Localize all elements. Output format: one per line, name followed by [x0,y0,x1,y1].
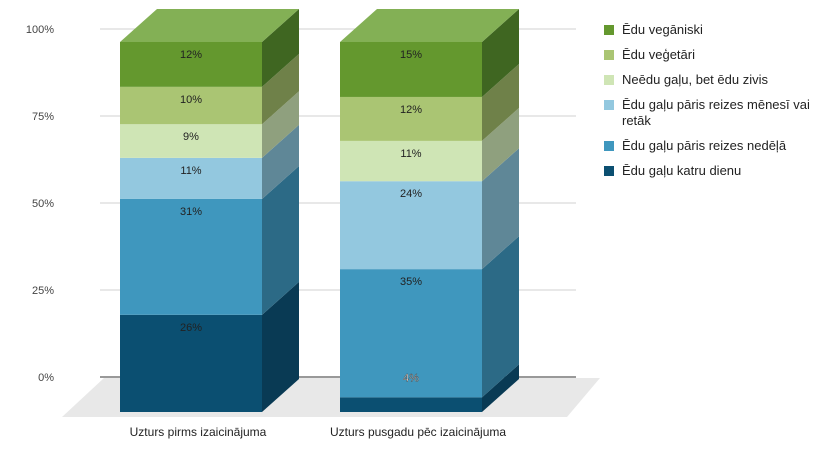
bar-side-segment [262,124,299,199]
bar-top-face [340,9,519,42]
bar-segment [120,198,262,315]
bar-side-segment [262,281,299,412]
bar-top-face [120,9,299,42]
data-label: 11% [180,165,201,177]
bar-side-segment [262,91,299,158]
x-category-label: Uzturs pusgadu pēc izaicinājuma [330,425,506,439]
bar-side-segment [482,63,519,141]
legend-label: Ēdu vegāniski [622,22,703,37]
data-label: 10% [180,94,202,106]
bar-side-segment [262,165,299,315]
y-tick-label: 75% [32,111,54,123]
legend-item: Ēdu gaļu pāris reizes mēnesī vai retāk [604,97,829,129]
legend-swatch [604,25,614,35]
legend-swatch [604,166,614,176]
data-label: 12% [180,49,202,61]
bar-side-segment [482,364,519,412]
bar-segment [340,269,482,398]
bar-segment [120,86,262,125]
bar-side-segment [482,107,519,182]
bar-side-segment [482,9,519,97]
bar-side-segment [262,53,299,125]
bar-segment [340,140,482,182]
data-label: 4% [403,372,419,384]
y-tick-label: 100% [26,24,54,36]
y-tick-label: 50% [32,198,54,210]
bar-segment [340,397,482,412]
data-label: 12% [400,104,422,116]
bar-segment [340,96,482,141]
bar-segment [120,124,262,158]
bar-segment [340,181,482,270]
chart-legend: Ēdu vegāniski Ēdu veģetāri Neēdu gaļu, bet… [604,22,829,188]
bar-side-segment [482,148,519,270]
bar-segment [340,42,482,97]
data-label: 35% [400,276,422,288]
y-tick-label: 0% [38,372,54,384]
legend-item: Neēdu gaļu, bet ēdu zivis [604,72,829,88]
legend-swatch [604,100,614,110]
data-label: 24% [400,188,422,200]
bar-segment [120,157,262,199]
data-label: 15% [400,49,422,61]
legend-item: Ēdu vegāniski [604,22,829,38]
legend-label: Neēdu gaļu, bet ēdu zivis [622,72,768,87]
data-label: 11% [400,148,421,160]
legend-label: Ēdu gaļu pāris reizes nedēļā [622,138,787,153]
legend-item: Ēdu veģetāri [604,47,829,63]
x-category-label: Uzturs pirms izaicinājuma [130,425,267,439]
bar-side-segment [482,236,519,398]
legend-item: Ēdu gaļu katru dienu [604,163,829,179]
bar-segment [120,314,262,412]
legend-swatch [604,75,614,85]
y-tick-label: 25% [32,285,54,297]
legend-swatch [604,50,614,60]
data-label: 31% [180,206,202,218]
legend-label: Ēdu veģetāri [622,47,695,62]
legend-swatch [604,141,614,151]
legend-label: Ēdu gaļu pāris reizes mēnesī vai retāk [622,97,810,128]
data-label: 9% [183,131,199,143]
legend-label: Ēdu gaļu katru dienu [622,163,742,178]
data-label: 26% [180,322,202,334]
legend-item: Ēdu gaļu pāris reizes nedēļā [604,138,829,154]
bar-side-segment [262,9,299,87]
bar-segment [120,42,262,87]
